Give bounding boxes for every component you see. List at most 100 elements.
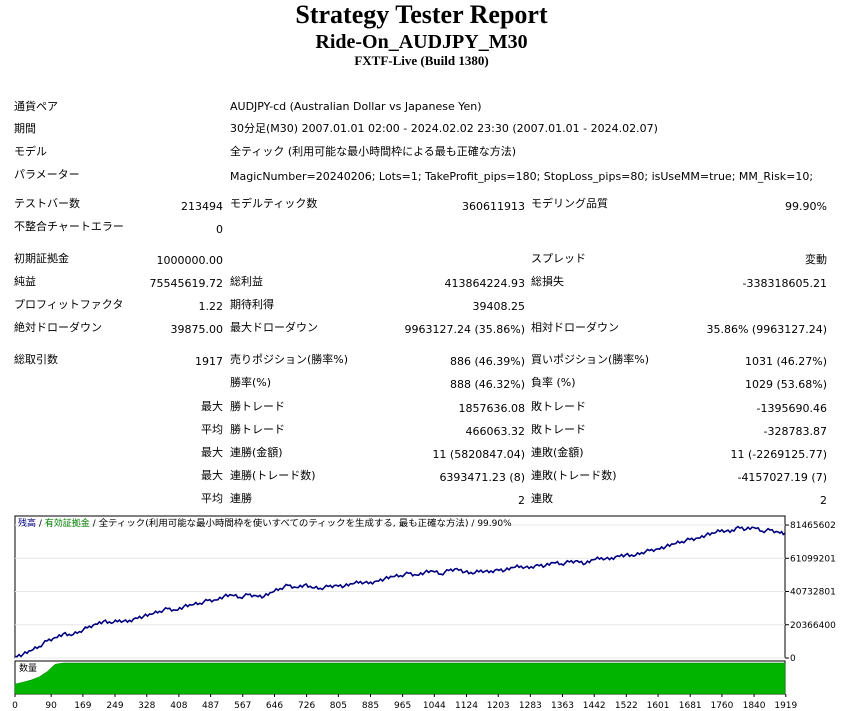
balance-line-layer (14, 525, 786, 658)
gross-profit-label: 総利益 (230, 275, 263, 288)
x-tick-label: 1124 (455, 701, 478, 711)
x-tick-label: 1522 (615, 701, 638, 711)
max-consec-losses-label: 連敗(金額) (531, 446, 584, 459)
x-tick-label: 726 (298, 701, 315, 711)
win-pct-value: 888 (46.32%) (449, 378, 525, 391)
avg-consec-wins-value: 2 (518, 494, 525, 507)
largest-win-value: 1857636.08 (458, 402, 525, 415)
largest-loss-label: 敗トレード (531, 400, 586, 413)
max-consec-loss-label: 連敗(トレード数) (531, 469, 617, 482)
x-tick-label: 1760 (710, 701, 733, 711)
balance-plot-frame (14, 515, 786, 659)
bars-value: 213494 (181, 200, 223, 213)
params-label: パラメーター (14, 168, 80, 181)
net-profit-label: 純益 (14, 275, 36, 288)
avg-consec-losses-label: 連敗 (531, 492, 553, 505)
server-build: FXTF-Live (Build 1380) (354, 53, 489, 68)
max-drawdown-value: 9963127.24 (35.86%) (404, 323, 525, 336)
y-tick-label: 81465602 (790, 521, 836, 531)
y-tick-label: 20366400 (790, 621, 836, 631)
largest-loss-value: -1395690.46 (756, 402, 827, 415)
max-consec-wins-label: 連勝(金額) (230, 446, 283, 459)
quality-label: モデリング品質 (531, 197, 608, 210)
lots-area-fill (14, 662, 786, 695)
win-pct-label: 勝率(%) (230, 376, 272, 389)
x-tick-label: 965 (394, 701, 411, 711)
avg-win-value: 466063.32 (465, 425, 526, 438)
x-tick-label: 249 (106, 701, 123, 711)
model-label: モデル (14, 145, 47, 158)
gross-profit-value: 413864224.93 (444, 277, 525, 290)
bars-label: テストバー数 (14, 197, 80, 210)
lots-area (14, 662, 786, 695)
max-consec-losses-value: 11 (-2269125.77) (730, 448, 827, 461)
max-row-label-2: 最大 (201, 446, 223, 459)
mismatch-label: 不整合チャートエラー (14, 220, 124, 233)
report-title: Strategy Tester Report (295, 0, 548, 29)
x-tick-label: 646 (266, 701, 283, 711)
gross-loss-value: -338318605.21 (742, 277, 827, 290)
max-consec-profit-value: 6393471.23 (8) (439, 471, 525, 484)
avg-consec-wins-label: 連勝 (230, 492, 252, 505)
x-tick-label: 1044 (423, 701, 446, 711)
gross-loss-label: 総損失 (531, 275, 564, 288)
x-tick-label: 1919 (774, 701, 797, 711)
profit-factor-label: プロフィットファクタ (14, 298, 124, 311)
x-tick-label: 1840 (743, 701, 766, 711)
avg-win-label: 勝トレード (230, 423, 285, 436)
max-consec-wins-value: 11 (5820847.04) (432, 448, 525, 461)
max-consec-loss-value: -4157027.19 (7) (737, 471, 827, 484)
y-tick-label: 40732801 (790, 588, 836, 598)
loss-pct-label: 負率 (%) (531, 376, 576, 389)
max-drawdown-label: 最大ドローダウン (230, 321, 318, 334)
expected-payoff-value: 39408.25 (472, 300, 526, 313)
period-value: 30分足(M30) 2007.01.01 02:00 - 2024.02.02 … (230, 122, 658, 135)
avg-loss-value: -328783.87 (763, 425, 827, 438)
expected-payoff-label: 期待利得 (230, 298, 274, 311)
legend-balance: 残高 / 有効証拠金 / 全ティック(利用可能な最小時間枠を使いすべてのティック… (18, 517, 512, 529)
profit-factor-value: 1.22 (198, 300, 224, 313)
params-value: MagicNumber=20240206; Lots=1; TakeProfit… (230, 170, 814, 183)
period-label: 期間 (14, 122, 36, 135)
y-tick-label: 61099201 (790, 554, 836, 564)
max-consec-profit-label: 連勝(トレード数) (230, 469, 316, 482)
avg-consec-losses-value: 2 (820, 494, 827, 507)
balance-chart: 残高 / 有効証拠金 / 全ティック(利用可能な最小時間枠を使いすべてのティック… (12, 515, 836, 711)
spread-label: スプレッド (531, 252, 586, 265)
balance-line (14, 525, 786, 658)
model-value: 全ティック (利用可能な最小時間枠による最も正確な方法) (230, 145, 517, 158)
avg-loss-label: 敗トレード (531, 423, 586, 436)
loss-pct-value: 1029 (53.68%) (744, 378, 827, 391)
ticks-label: モデルティック数 (230, 197, 318, 210)
relative-drawdown-value: 35.86% (9963127.24) (706, 323, 827, 336)
x-tick-label: 1203 (487, 701, 510, 711)
x-tick-label: 885 (362, 701, 379, 711)
total-trades-label: 総取引数 (14, 353, 58, 366)
relative-drawdown-label: 相対ドローダウン (531, 321, 619, 334)
total-trades-value: 1917 (195, 355, 223, 368)
y-axis-ticks: 81465602 61099201 40732801 20366400 0 (785, 521, 836, 664)
largest-win-label: 勝トレード (230, 400, 285, 413)
spread-value: 変動 (805, 253, 827, 266)
short-positions-label: 売りポジション(勝率%) (230, 353, 349, 366)
long-positions-label: 買いポジション(勝率%) (531, 353, 650, 366)
x-tick-label: 1442 (583, 701, 606, 711)
max-row-label-3: 最大 (201, 469, 223, 482)
deposit-value: 1000000.00 (156, 254, 223, 267)
quality-value: 99.90% (785, 200, 827, 213)
x-tick-label: 1601 (647, 701, 670, 711)
avg-row-label-1: 平均 (201, 423, 223, 436)
x-tick-label: 0 (12, 701, 18, 711)
y-tick-label: 0 (790, 654, 796, 664)
x-tick-label: 1363 (551, 701, 574, 711)
absolute-drawdown-value: 39875.00 (170, 323, 224, 336)
x-tick-label: 1681 (679, 701, 702, 711)
max-row-label-1: 最大 (201, 400, 223, 413)
symbol-value: AUDJPY-cd (Australian Dollar vs Japanese… (230, 100, 482, 113)
x-tick-label: 567 (234, 701, 251, 711)
mismatch-value: 0 (216, 223, 223, 236)
avg-row-label-2: 平均 (201, 492, 223, 505)
x-tick-label: 90 (45, 701, 57, 711)
symbol-label: 通貨ペア (14, 100, 58, 113)
x-tick-label: 805 (330, 701, 347, 711)
